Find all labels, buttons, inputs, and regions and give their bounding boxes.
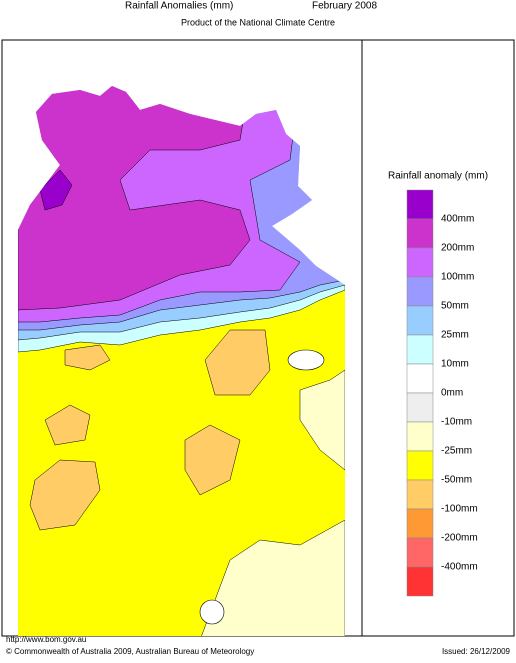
period: February 2008 xyxy=(312,1,377,12)
legend-label: -400mm xyxy=(441,562,478,573)
legend-swatch xyxy=(406,392,434,423)
legend-swatch xyxy=(406,276,434,307)
legend-swatch xyxy=(406,247,434,278)
legend-swatch xyxy=(406,566,434,597)
legend: 400mm 200mm 100mm 50mm 25mm 10mm 0mm -10mm -25mm… xyxy=(406,189,478,597)
legend-swatch xyxy=(406,189,434,220)
legend-swatch xyxy=(406,450,434,481)
legend-swatch xyxy=(406,305,434,336)
copyright: © Commonwealth of Australia 2009, Austra… xyxy=(6,647,254,656)
legend-label: -100mm xyxy=(441,504,478,515)
legend-label: 100mm xyxy=(441,272,474,283)
legend-label: 50mm xyxy=(441,301,469,312)
legend-label: -25mm xyxy=(441,446,472,457)
legend-label: -10mm xyxy=(441,417,472,428)
legend-label: 0mm xyxy=(441,388,463,399)
issued: Issued: 26/12/2009 xyxy=(442,647,511,656)
legend-label: 400mm xyxy=(441,214,474,225)
url: http://www.bom.gov.au xyxy=(6,635,86,644)
map xyxy=(18,86,345,636)
subtitle: Product of the National Climate Centre xyxy=(181,17,335,27)
legend-swatch xyxy=(406,479,434,510)
legend-swatch xyxy=(406,421,434,452)
legend-swatch xyxy=(406,537,434,568)
legend-swatch xyxy=(406,508,434,539)
legend-label: 25mm xyxy=(441,330,469,341)
legend-title: Rainfall anomaly (mm) xyxy=(388,171,488,182)
legend-swatch xyxy=(406,218,434,249)
title: Rainfall Anomalies (mm) xyxy=(125,1,233,12)
legend-swatch xyxy=(406,363,434,394)
legend-swatch xyxy=(406,334,434,365)
legend-label: 10mm xyxy=(441,359,469,370)
legend-label: -50mm xyxy=(441,475,472,486)
legend-label: 200mm xyxy=(441,243,474,254)
legend-label: -200mm xyxy=(441,533,478,544)
